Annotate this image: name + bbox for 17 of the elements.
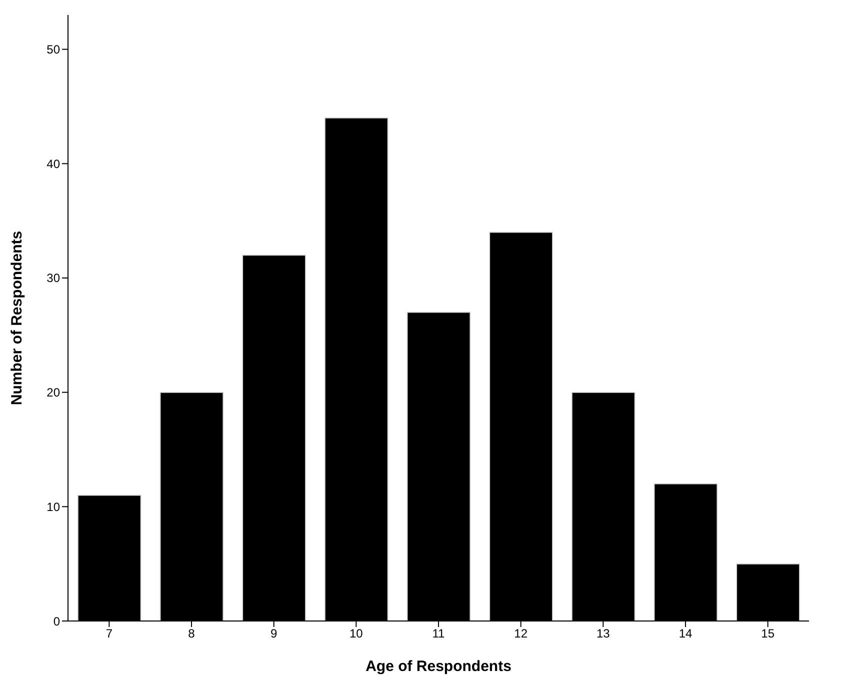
y-tick-label: 10: [46, 500, 60, 514]
x-tick-label: 14: [678, 626, 692, 641]
x-tick-label: 13: [596, 626, 610, 641]
x-axis-title: Age of Respondents: [366, 658, 512, 675]
y-tick-label: 20: [46, 386, 60, 400]
x-tick-label: 11: [432, 626, 446, 641]
x-tick-label: 12: [514, 626, 528, 641]
y-tick-label: 50: [46, 42, 60, 57]
y-tick-label: 30: [46, 271, 60, 286]
y-tick-label: 0: [53, 614, 60, 628]
x-tick-label: 8: [188, 626, 196, 641]
x-tick-label: 15: [761, 626, 775, 641]
y-axis-title: Number of Respondents: [8, 230, 26, 406]
x-tick-label: 7: [106, 626, 113, 641]
x-tick-label: 9: [270, 626, 278, 641]
x-tick-label: 10: [349, 626, 364, 641]
y-tick-label: 40: [46, 156, 60, 171]
